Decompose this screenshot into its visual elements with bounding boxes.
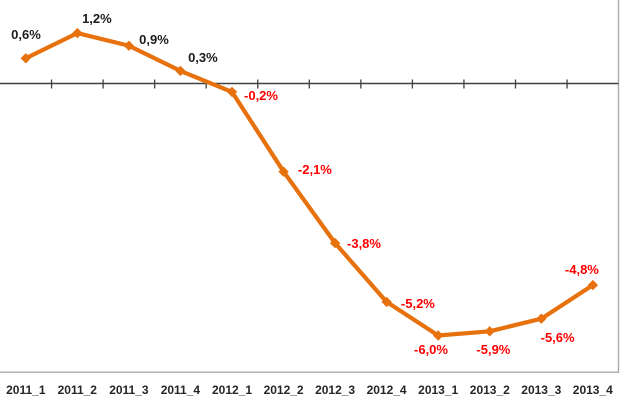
data-point-marker (381, 296, 392, 308)
data-label: -5,2% (400, 296, 435, 311)
x-axis-tick-label: 2013_4 (572, 383, 613, 397)
x-axis-tick-label: 2013_2 (469, 383, 510, 397)
data-point-marker (278, 166, 289, 177)
data-label: -4,8% (564, 262, 599, 277)
x-axis-tick-label: 2011_2 (57, 383, 97, 397)
x-axis-tick-label: 2012_1 (211, 383, 253, 397)
data-point-marker (329, 237, 341, 249)
data-point-marker (20, 53, 31, 64)
x-axis-tick-label: 2013_3 (521, 383, 562, 397)
data-point-marker (587, 279, 599, 291)
data-label: 0,9% (139, 32, 169, 47)
data-point-marker (226, 86, 238, 98)
data-point-marker (433, 330, 444, 341)
data-point-marker (175, 65, 186, 77)
x-axis-tick-label: 2012_3 (315, 383, 356, 397)
data-label: -5,9% (476, 342, 511, 357)
x-axis-tick-label: 2011_3 (109, 383, 149, 397)
data-label: -6,0% (414, 342, 448, 357)
data-point-marker (123, 40, 135, 51)
data-label: 0,3% (188, 50, 218, 65)
data-label: -0,2% (244, 87, 278, 103)
data-label: 0,6% (11, 27, 41, 42)
x-axis-tick-label: 2011_4 (160, 383, 201, 397)
data-point-marker (536, 313, 547, 324)
x-axis-tick-label: 2012_2 (263, 383, 304, 397)
x-axis-tick-label: 2011_1 (6, 383, 46, 397)
data-series-line (23, 30, 595, 338)
data-label: -2,1% (297, 162, 332, 177)
data-label: -5,6% (540, 330, 575, 345)
data-label: 1,2% (82, 11, 112, 26)
x-axis-tick-label: 2012_4 (366, 383, 407, 397)
x-axis-tick-label: 2013_1 (418, 383, 459, 397)
data-label: -3,8% (347, 236, 381, 251)
data-point-marker (72, 27, 83, 39)
data-point-marker (484, 326, 495, 337)
